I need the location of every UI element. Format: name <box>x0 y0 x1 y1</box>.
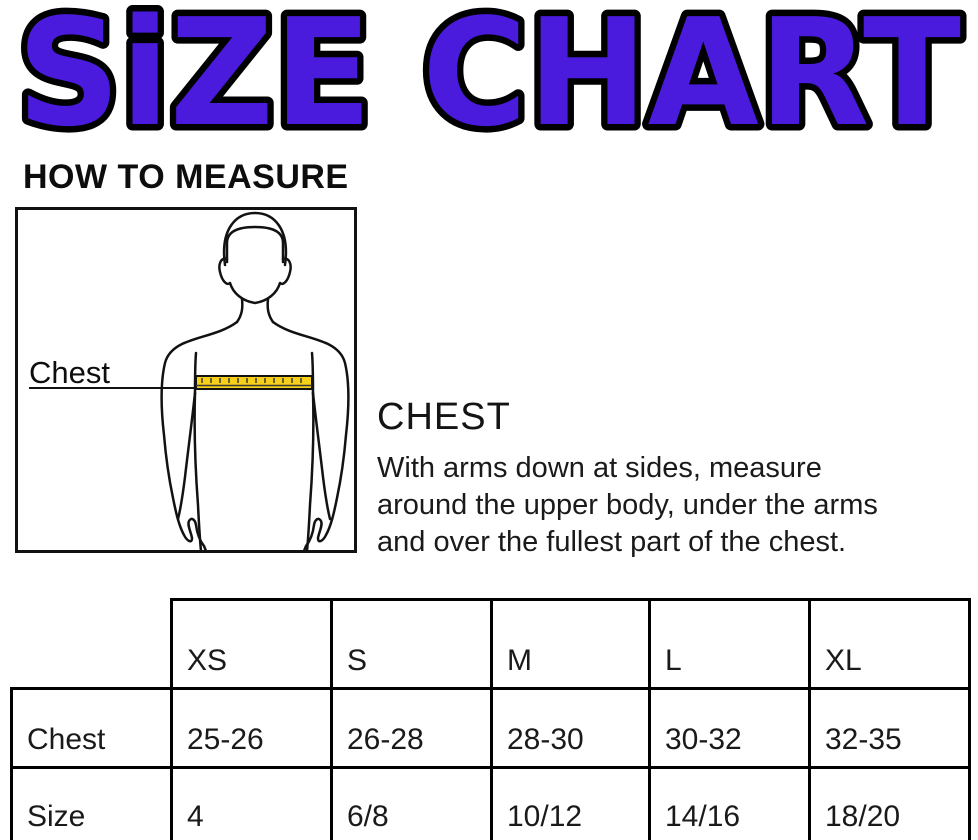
measuring-tape-icon <box>195 375 313 390</box>
chest-label: Chest <box>29 355 110 390</box>
diagram-frame <box>15 207 357 553</box>
chest-instructions-line-3: and over the fullest part of the chest. <box>377 526 847 558</box>
cell-size-m: 10/12 <box>490 766 651 840</box>
cell-chest-xs: 25-26 <box>170 687 333 769</box>
person-outline-icon <box>160 211 350 553</box>
chest-instructions-line-2: around the upper body, under the arms <box>377 489 878 521</box>
cell-chest-s: 26-28 <box>330 687 493 769</box>
chest-instructions: With arms down at sides, measure around … <box>377 450 977 561</box>
table-row: Size 4 6/8 10/12 14/16 18/20 <box>10 766 971 840</box>
column-header-s: S <box>330 598 493 690</box>
cell-size-xs: 4 <box>170 766 333 840</box>
how-to-measure-heading: HOW TO MEASURE <box>23 158 349 196</box>
column-header-xl: XL <box>808 598 971 690</box>
page-title: SiZE CHART <box>17 0 961 152</box>
chest-section-heading: CHEST <box>377 396 511 438</box>
table-corner-cell <box>12 600 172 689</box>
chest-instructions-line-1: With arms down at sides, measure <box>377 452 822 484</box>
column-header-m: M <box>490 598 651 690</box>
table-row: Chest 25-26 26-28 28-30 30-32 32-35 <box>10 687 971 769</box>
cell-size-s: 6/8 <box>330 766 493 840</box>
cell-size-l: 14/16 <box>648 766 811 840</box>
row-label-chest: Chest <box>10 687 173 769</box>
column-header-xs: XS <box>170 598 333 690</box>
row-label-size: Size <box>10 766 173 840</box>
cell-chest-xl: 32-35 <box>808 687 971 769</box>
size-chart-table: XS S M L XL Chest 25-26 26-28 28-30 30-3… <box>10 598 971 840</box>
cell-size-xl: 18/20 <box>808 766 971 840</box>
cell-chest-l: 30-32 <box>648 687 811 769</box>
column-header-l: L <box>648 598 811 690</box>
measurement-diagram: Chest <box>15 207 357 553</box>
cell-chest-m: 28-30 <box>490 687 651 769</box>
person-diagram-svg: Chest <box>15 207 357 553</box>
title-banner: SiZE CHART <box>11 0 968 152</box>
